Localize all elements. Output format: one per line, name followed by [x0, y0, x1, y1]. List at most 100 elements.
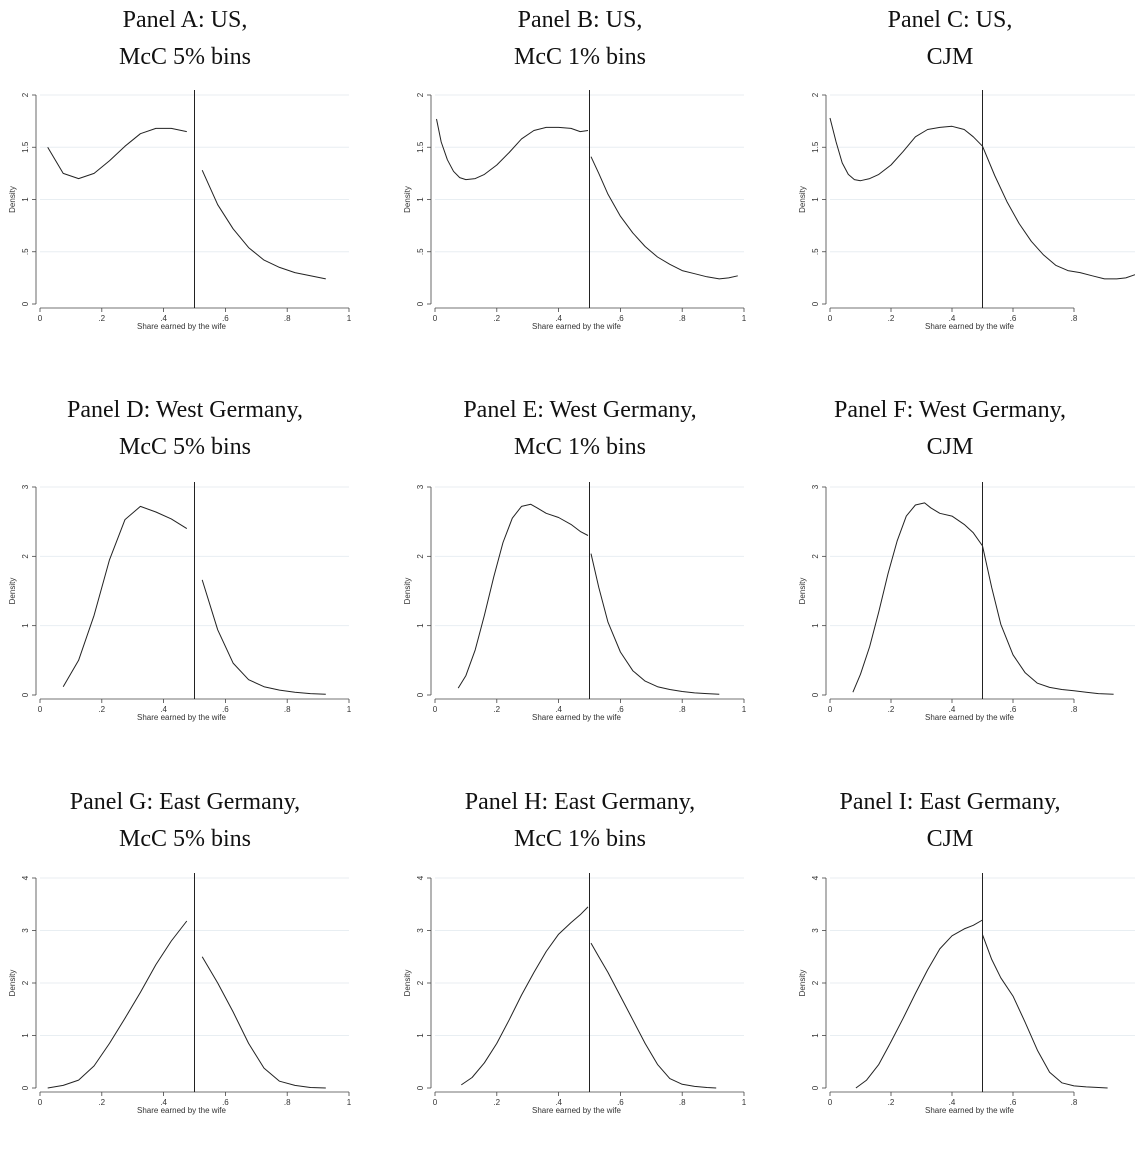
y-axis-label: Density [8, 970, 17, 997]
density-line [461, 907, 588, 1085]
y-axis-label: Density [8, 578, 17, 605]
x-tick-label: .8 [1071, 705, 1078, 714]
y-tick-label: 1 [21, 1033, 30, 1038]
x-tick-label: 1 [742, 1098, 747, 1107]
y-tick-label: 0 [21, 1085, 30, 1090]
y-tick-label: 1 [416, 197, 425, 202]
density-line [437, 119, 589, 180]
density-line [983, 935, 1108, 1088]
x-tick-label: .2 [98, 1098, 105, 1107]
y-tick-label: 1 [811, 197, 820, 202]
x-tick-label: 1 [742, 314, 747, 323]
y-tick-label: 1 [811, 623, 820, 628]
x-tick-label: 1 [347, 1098, 352, 1107]
x-tick-label: .2 [98, 314, 105, 323]
x-tick-label: .2 [888, 314, 895, 323]
x-tick-label: 1 [742, 705, 747, 714]
y-axis-label: Density [798, 970, 807, 997]
x-tick-label: .2 [98, 705, 105, 714]
y-tick-label: 2 [416, 92, 425, 97]
density-line [458, 504, 588, 688]
density-line [983, 146, 1135, 279]
y-tick-label: 2 [21, 92, 30, 97]
density-line [853, 503, 1114, 694]
density-line [48, 921, 187, 1088]
x-tick-label: .8 [1071, 314, 1078, 323]
x-axis-label: Share earned by the wife [925, 713, 1014, 722]
y-tick-label: 3 [416, 928, 425, 933]
y-tick-label: .5 [21, 248, 30, 255]
y-tick-label: 1 [21, 197, 30, 202]
x-axis-label: Share earned by the wife [137, 322, 226, 331]
x-tick-label: 0 [433, 314, 438, 323]
y-tick-label: 1.5 [416, 141, 425, 153]
x-axis-label: Share earned by the wife [925, 1106, 1014, 1115]
x-tick-label: .8 [679, 314, 686, 323]
y-axis-label: Density [403, 970, 412, 997]
x-tick-label: 0 [433, 1098, 438, 1107]
y-tick-label: 2 [811, 980, 820, 985]
y-tick-label: 2 [416, 980, 425, 985]
y-tick-label: 1 [21, 623, 30, 628]
x-tick-label: 1 [347, 705, 352, 714]
y-tick-label: 4 [21, 875, 30, 880]
y-tick-label: 1.5 [811, 141, 820, 153]
x-axis-label: Share earned by the wife [532, 1106, 621, 1115]
y-tick-label: 2 [416, 554, 425, 559]
y-tick-label: 2 [21, 554, 30, 559]
y-axis-label: Density [403, 186, 412, 213]
y-tick-label: 4 [811, 875, 820, 880]
density-line [591, 943, 716, 1088]
x-tick-label: 0 [828, 705, 833, 714]
y-tick-label: 0 [21, 301, 30, 306]
x-tick-label: 0 [828, 314, 833, 323]
x-axis-label: Share earned by the wife [137, 1106, 226, 1115]
density-line [63, 506, 187, 686]
y-tick-label: 2 [811, 92, 820, 97]
y-tick-label: 1 [416, 623, 425, 628]
y-tick-label: 3 [811, 928, 820, 933]
y-tick-label: 0 [416, 301, 425, 306]
y-tick-label: 0 [416, 1085, 425, 1090]
y-tick-label: 3 [416, 484, 425, 489]
x-tick-label: .8 [1071, 1098, 1078, 1107]
x-tick-label: .2 [888, 1098, 895, 1107]
x-axis-label: Share earned by the wife [925, 322, 1014, 331]
x-tick-label: .2 [493, 314, 500, 323]
density-line [48, 128, 187, 178]
y-axis-label: Density [403, 578, 412, 605]
y-tick-label: 3 [21, 928, 30, 933]
y-tick-label: 2 [811, 554, 820, 559]
x-tick-label: 0 [38, 314, 43, 323]
y-axis-label: Density [8, 186, 17, 213]
y-tick-label: 1 [416, 1033, 425, 1038]
density-line [856, 920, 983, 1088]
y-tick-label: .5 [811, 248, 820, 255]
x-tick-label: .8 [679, 1098, 686, 1107]
y-tick-label: 1.5 [21, 141, 30, 153]
y-tick-label: 3 [811, 484, 820, 489]
x-axis-label: Share earned by the wife [532, 322, 621, 331]
y-tick-label: 4 [416, 875, 425, 880]
x-tick-label: 0 [828, 1098, 833, 1107]
y-tick-label: 0 [416, 692, 425, 697]
x-tick-label: .8 [284, 705, 291, 714]
x-tick-label: .2 [493, 1098, 500, 1107]
x-tick-label: .8 [679, 705, 686, 714]
x-tick-label: 0 [38, 705, 43, 714]
x-tick-label: .8 [284, 314, 291, 323]
